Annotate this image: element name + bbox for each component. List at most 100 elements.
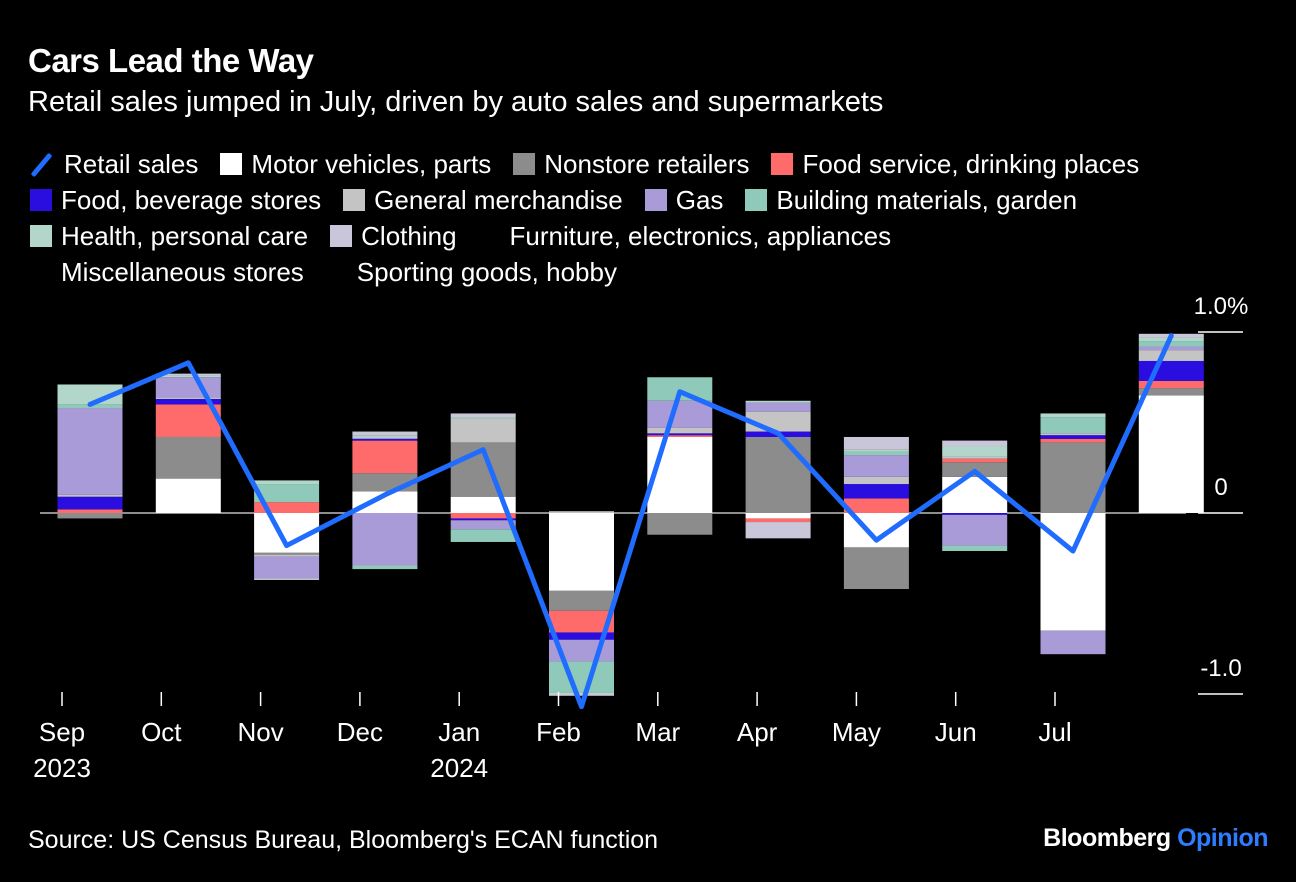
legend-label: Furniture, electronics, appliances: [509, 221, 892, 251]
legend-item-miscellaneous: Miscellaneous stores: [30, 254, 304, 290]
x-tick-year-label: 2023: [33, 753, 91, 783]
bar-segment: [942, 446, 1008, 457]
bar-segment: [745, 518, 811, 523]
legend-label: General merchandise: [374, 185, 623, 215]
bar-segment: [647, 433, 713, 436]
bar-segment: [254, 502, 320, 513]
bar-segment: [1138, 346, 1204, 351]
legend-swatch: [220, 153, 243, 175]
bar-segment: [450, 513, 516, 519]
legend-item-nonstore: Nonstore retailers: [513, 146, 749, 182]
bar-segment: [549, 632, 614, 640]
bar-segment: [1138, 350, 1204, 361]
bar-segment: [942, 514, 1008, 546]
legend-item-building-materials: Building materials, garden: [745, 182, 1077, 218]
x-tick-label: Apr: [737, 717, 778, 747]
bar-segment: [352, 565, 418, 570]
bar-segment: [352, 436, 418, 439]
x-tick-label: Nov: [237, 717, 283, 747]
bar-segment: [1138, 341, 1204, 347]
retail-sales-line: [87, 333, 1174, 710]
brand-logo: Bloomberg Opinion: [1043, 824, 1268, 853]
x-tick-label: May: [832, 717, 881, 747]
legend-item-general-merchandise: General merchandise: [343, 182, 623, 218]
bar-segment: [450, 520, 516, 530]
legend-label: Clothing: [361, 221, 457, 251]
bar-segment: [254, 556, 320, 579]
bar-segment: [155, 373, 221, 376]
bar-segment: [1040, 417, 1106, 434]
bar-segment: [549, 590, 614, 611]
bar-segment: [843, 547, 909, 590]
bar-segment: [450, 529, 516, 542]
bar-segment: [155, 377, 221, 398]
bar-segment: [647, 427, 713, 434]
legend-item-motor-vehicles: Motor vehicles, parts: [220, 146, 491, 182]
legend-item-food-beverage: Food, beverage stores: [30, 182, 321, 218]
legend-swatch: [330, 225, 353, 247]
legend-label: Food, beverage stores: [61, 185, 322, 215]
bar-segment: [254, 554, 320, 557]
legend-swatch: [30, 189, 52, 211]
bar-segment: [1040, 630, 1106, 655]
legend-label: Miscellaneous stores: [61, 257, 304, 287]
bar-segment: [1138, 380, 1204, 389]
bar-segment: [155, 478, 221, 513]
bar-segment: [155, 397, 221, 399]
bar-segment: [57, 509, 123, 513]
bar-segment: [254, 480, 320, 485]
bar-segment: [57, 513, 123, 519]
legend-label: Health, personal care: [61, 221, 309, 251]
bar-segment: [843, 451, 909, 456]
x-tick-label: Mar: [635, 717, 680, 747]
bar-segment: [549, 513, 614, 591]
bar-segment: [1040, 435, 1106, 439]
bar-segment: [155, 375, 221, 378]
bar-segment: [745, 402, 811, 412]
bar-segment: [843, 484, 909, 499]
bar-segment: [450, 496, 516, 513]
bar-segment: [745, 436, 811, 513]
bar-segment: [1138, 360, 1204, 381]
bar-segment: [647, 377, 713, 401]
legend-row: Retail sales Motor vehicles, parts Nonst…: [30, 146, 1270, 182]
legend-swatch: [771, 153, 794, 175]
bar-segment: [352, 513, 418, 566]
x-tick-label: Jun: [935, 717, 977, 747]
bar-segment: [942, 458, 1008, 463]
bar-segment: [549, 661, 614, 693]
legend-swatch: [513, 153, 536, 175]
bar-segment: [1040, 413, 1106, 418]
legend-row: Miscellaneous stores Sporting goods, hob…: [30, 254, 1270, 290]
y-tick-label: -1.0: [1200, 655, 1241, 682]
x-tick-label: Feb: [536, 717, 581, 747]
bar-segment: [352, 438, 418, 441]
bar-segment: [352, 431, 418, 436]
bar-segment: [1138, 395, 1204, 513]
bar-segment: [254, 484, 320, 503]
bar-segment: [450, 413, 516, 418]
bar-segment: [450, 418, 516, 443]
legend-row: Food, beverage stores General merchandis…: [30, 182, 1270, 218]
legend-swatch: [745, 189, 768, 211]
bar-segment: [57, 408, 123, 495]
bar-segment: [352, 491, 418, 513]
bar-segment: [549, 694, 614, 696]
bar-segment: [647, 436, 713, 513]
legend-swatch: [478, 225, 501, 247]
bar-segment: [155, 436, 221, 479]
y-tick-label: 0: [1214, 474, 1227, 501]
x-tick-label: Dec: [337, 717, 383, 747]
bar-segment: [57, 494, 123, 497]
legend-item-sporting-goods: Sporting goods, hobby: [325, 254, 617, 290]
bar-segment: [352, 435, 418, 437]
bar-segment: [254, 552, 320, 555]
y-tick-label: 1.0%: [1194, 293, 1249, 320]
x-tick-label: Jul: [1038, 717, 1071, 747]
bar-segment: [450, 417, 516, 419]
bar-segment: [942, 513, 1008, 515]
legend-label: Retail sales: [64, 149, 199, 179]
legend-item-clothing: Clothing: [330, 218, 457, 254]
bar-segment: [843, 476, 909, 485]
